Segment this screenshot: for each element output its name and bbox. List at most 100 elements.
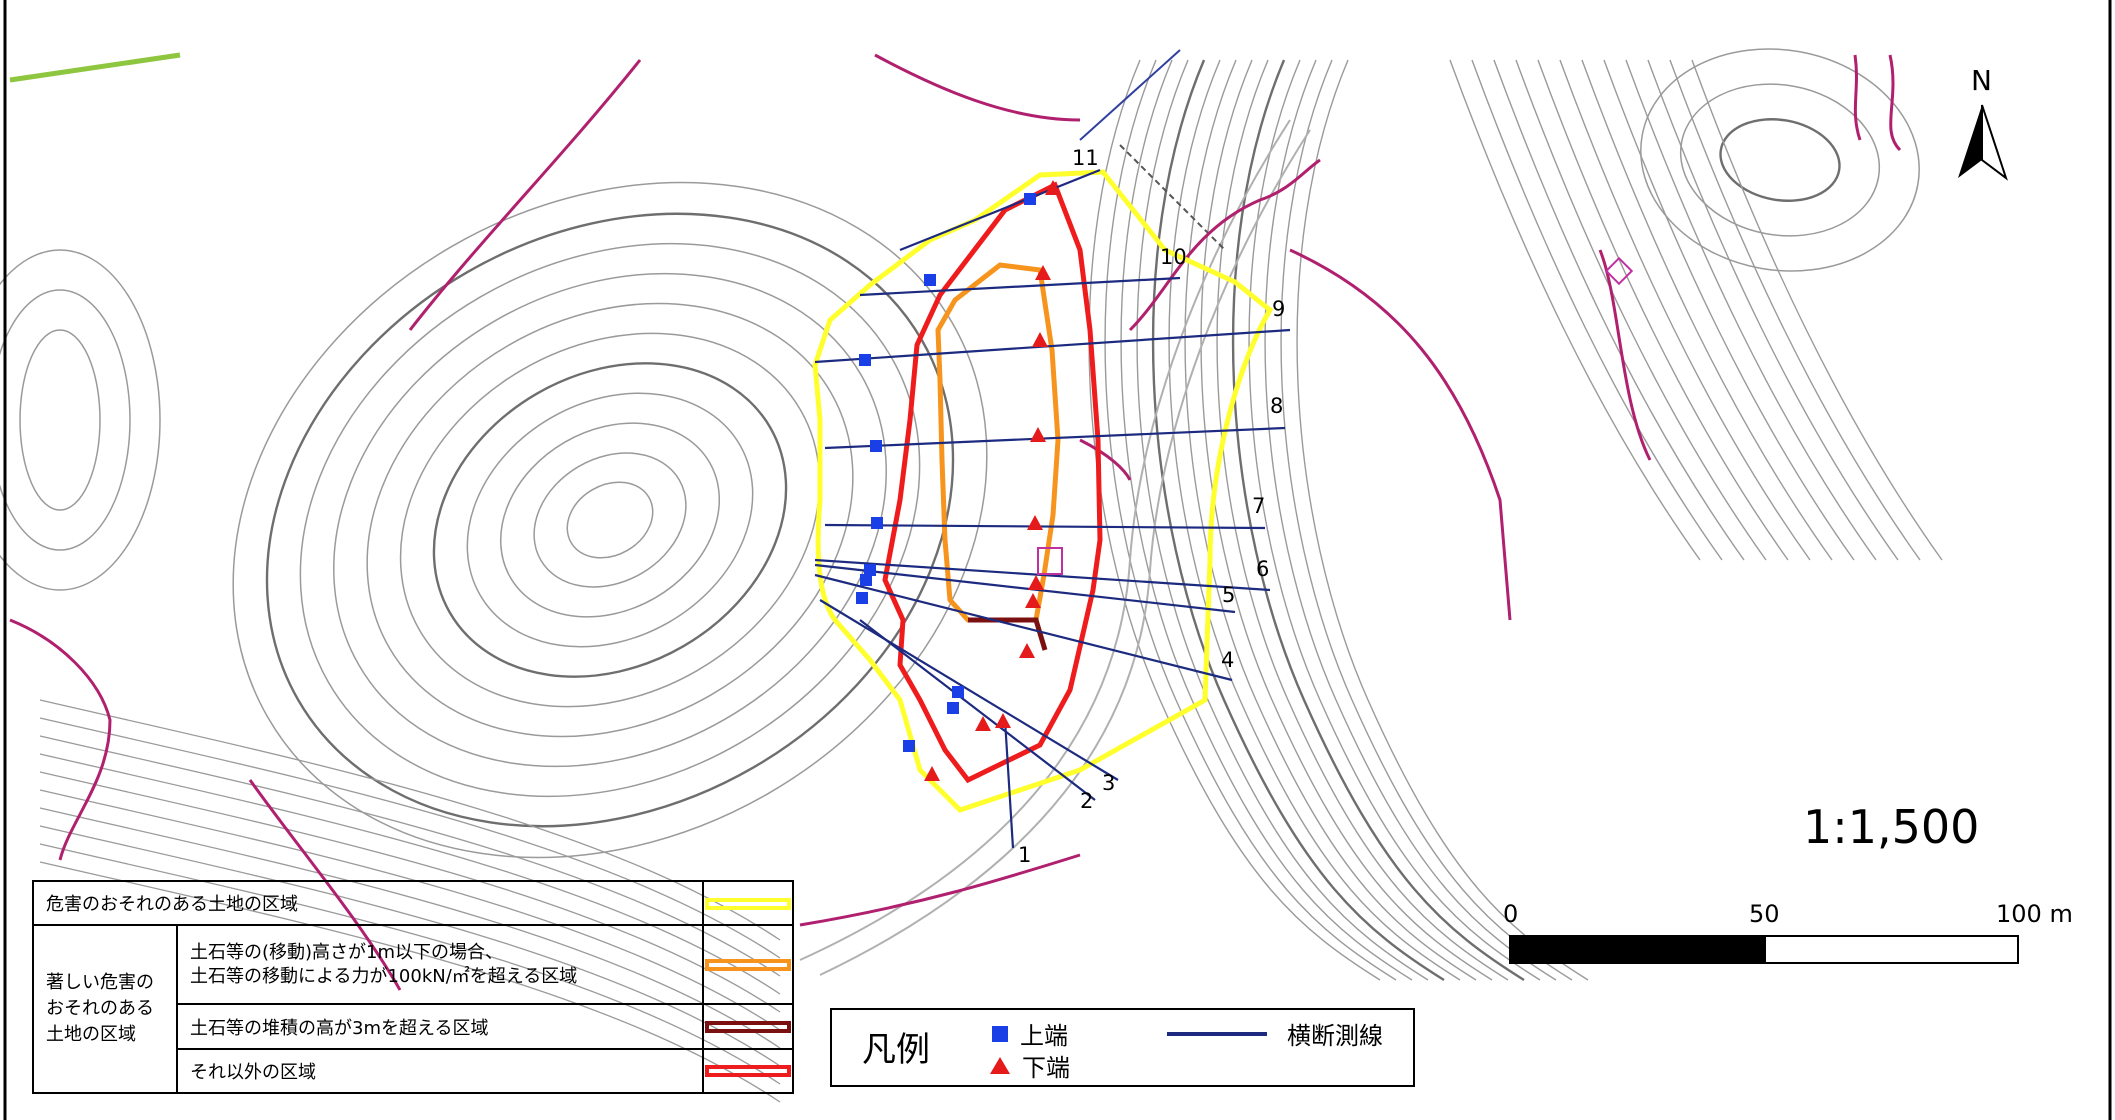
contour-line <box>1280 59 1573 981</box>
north-arrow: N <box>1958 64 2008 181</box>
slope-markers <box>856 180 1061 781</box>
contour-line <box>1640 48 1920 272</box>
boundary-line <box>1888 54 1902 152</box>
section-label: 7 <box>1252 494 1265 518</box>
zone-label-other: それ以外の区域 <box>176 1047 704 1095</box>
top-marker <box>924 274 936 286</box>
contour-line <box>432 362 788 678</box>
bottom-marker-icon <box>990 1057 1010 1074</box>
zone-label-hazard: 危害のおそれのある土地の区域 <box>32 879 704 927</box>
survey-line <box>859 619 1096 801</box>
road-line <box>1079 49 1181 141</box>
section-label: 2 <box>1080 789 1093 813</box>
legend-item-bottom: 下端 <box>990 1048 1070 1083</box>
scale-tick-100: 100 m <box>1996 900 2073 928</box>
contour-line <box>232 181 988 859</box>
survey-line-icon <box>1167 1031 1267 1036</box>
contour-line <box>1471 59 1723 561</box>
section-label: 11 <box>1072 146 1099 170</box>
top-marker <box>947 702 959 714</box>
scale-tick-0: 0 <box>1503 900 1519 928</box>
contour-line <box>1581 59 1833 561</box>
contour-line <box>1669 59 1921 561</box>
contour-line <box>1603 59 1855 561</box>
zone-legend-row-1m: 著しい危害の おそれのある 土地の区域 土石等の(移動)高さが1m以下の場合、 … <box>32 924 794 1094</box>
bottom-marker <box>1045 180 1061 195</box>
bottom-marker <box>1030 427 1046 442</box>
survey-lines <box>814 168 1291 849</box>
survey-line <box>814 328 1291 364</box>
swatch-other <box>705 1065 791 1078</box>
zone-legend-row-other: それ以外の区域 <box>33 1047 794 1095</box>
top-marker <box>859 354 871 366</box>
contour-line <box>533 452 687 588</box>
top-marker <box>1024 193 1036 205</box>
top-marker <box>870 440 882 452</box>
section-label: 3 <box>1102 771 1115 795</box>
top-marker <box>871 517 883 529</box>
contour-line <box>19 329 101 511</box>
contour-line <box>1449 59 1701 561</box>
contour-line <box>1104 59 1397 981</box>
survey-line <box>1003 719 1015 849</box>
contour-line <box>1537 59 1789 561</box>
small-structure-marker <box>1037 547 1063 575</box>
survey-line <box>819 599 1119 781</box>
hazard-zones <box>812 169 1274 813</box>
contour-line <box>1248 59 1541 981</box>
top-marker-icon <box>992 1025 1008 1042</box>
survey-line <box>814 563 1236 614</box>
severe-zone-1m-outline <box>935 262 1061 623</box>
top-marker <box>860 574 872 586</box>
contour-line <box>1120 59 1413 981</box>
legend-item-top: 上端 <box>992 1016 1068 1051</box>
swatch-3m <box>705 1021 791 1034</box>
section-label: 9 <box>1272 297 1285 321</box>
boundary-line <box>874 53 1081 122</box>
scale-tick-50: 50 <box>1749 900 1780 928</box>
scale-bar-black-segment <box>1511 937 1766 962</box>
green-line <box>9 52 181 83</box>
contour-line <box>1184 59 1477 981</box>
bottom-marker <box>1027 515 1043 530</box>
top-marker <box>856 592 868 604</box>
contour-line <box>1493 59 1745 561</box>
boundary-line <box>799 853 1081 927</box>
contour-line <box>0 249 161 591</box>
contour-line <box>566 481 654 559</box>
contour-line <box>1647 59 1899 561</box>
boundary-line <box>9 618 112 861</box>
bottom-marker <box>1025 593 1041 608</box>
top-marker <box>903 740 915 752</box>
scale-bar <box>1509 935 2019 964</box>
survey-line <box>859 276 1181 297</box>
section-labels: 1 23 4 56 7 8 9 10 11 <box>1018 146 1285 867</box>
survey-line <box>824 426 1286 450</box>
legend-item-survey: 横断測線 <box>1167 1016 1383 1051</box>
bottom-marker <box>995 713 1011 728</box>
legend-bottom-label: 下端 <box>1022 1054 1070 1082</box>
bottom-marker <box>1019 643 1035 658</box>
section-label: 4 <box>1221 648 1234 672</box>
boundary-line <box>1079 438 1132 481</box>
bottom-marker <box>975 716 991 731</box>
contour-line <box>1515 59 1767 561</box>
section-label: 1 <box>1018 843 1031 867</box>
section-label: 10 <box>1160 245 1187 269</box>
fence-line <box>1119 144 1226 251</box>
legend-top-label: 上端 <box>1020 1022 1068 1050</box>
contour-line <box>366 302 854 738</box>
zone-label-3m: 土石等の堆積の高が3mを超える区域 <box>176 1003 704 1050</box>
hazard-zone-outline <box>812 169 1274 813</box>
top-marker <box>864 564 876 576</box>
contour-line <box>0 289 131 551</box>
road-edge <box>799 119 1291 961</box>
contour-line <box>399 332 821 708</box>
scale-ratio: 1:1,500 <box>1803 800 1980 854</box>
contour-line <box>1719 118 1841 202</box>
legend-title: 凡例 <box>862 1030 930 1070</box>
boundary-line <box>1128 158 1321 332</box>
contour-line <box>333 272 887 768</box>
bottom-marker <box>1035 265 1051 280</box>
legend-survey-label: 横断測線 <box>1287 1022 1383 1050</box>
